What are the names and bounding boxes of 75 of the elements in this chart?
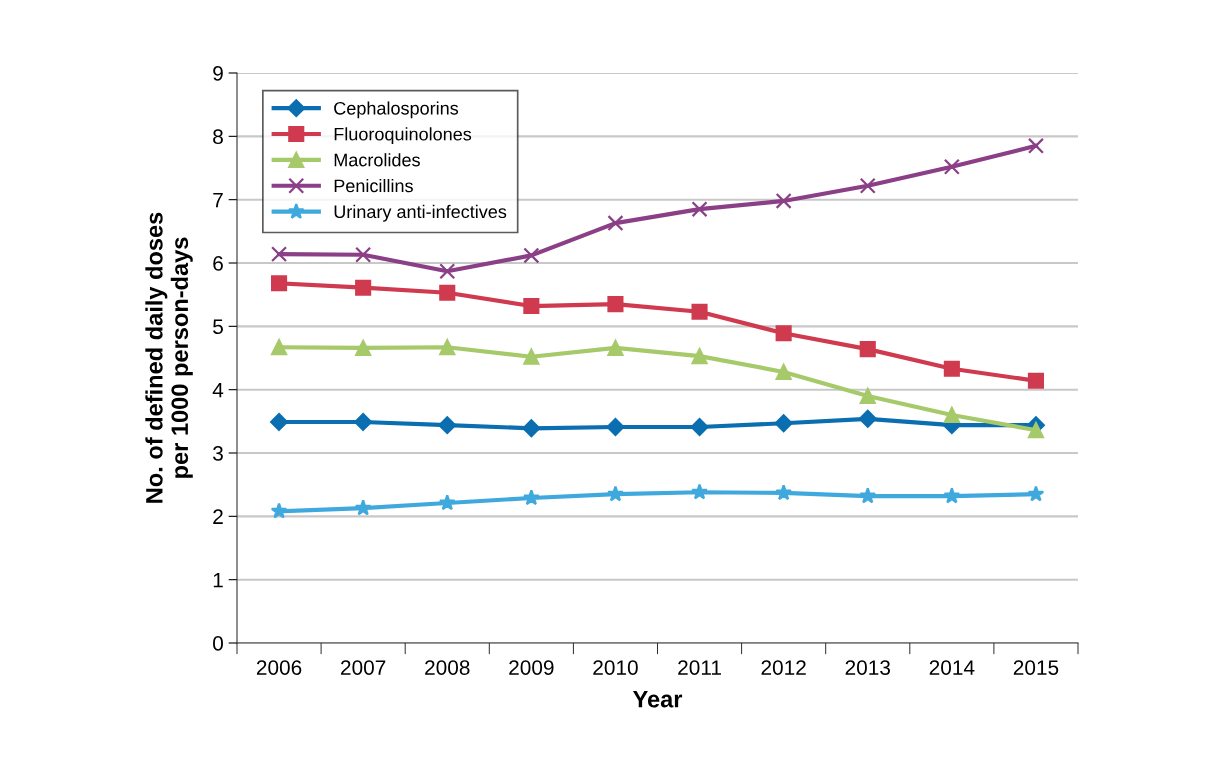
point (1027, 372, 1044, 389)
x-tick-label: 2014 (929, 660, 975, 675)
point (943, 360, 960, 377)
point (859, 177, 876, 194)
point (439, 263, 456, 280)
point (691, 348, 708, 365)
point (607, 339, 624, 356)
point (859, 487, 877, 504)
point (859, 387, 876, 405)
point (439, 339, 456, 356)
x-tick-label: 2015 (1013, 660, 1059, 675)
point (355, 279, 372, 296)
x-axis-title: Year (632, 691, 683, 708)
y-tick-label: 9 (213, 66, 223, 81)
x-tick-label: 2011 (678, 660, 721, 675)
point (691, 483, 708, 500)
point (1027, 485, 1045, 502)
point (943, 487, 961, 504)
point (270, 502, 288, 519)
legend-label: Urinary anti-infectives (334, 204, 507, 222)
y-tick-label: 5 (213, 319, 223, 335)
y-tick-label: 8 (213, 129, 223, 145)
point (354, 499, 372, 516)
legend-label: Fluoroquinolones (334, 127, 472, 145)
point (774, 414, 793, 433)
point (775, 325, 792, 342)
point (439, 284, 456, 301)
point (690, 418, 709, 436)
point (775, 363, 792, 380)
x-tick-label: 2012 (761, 660, 806, 675)
y-tick-label: 4 (212, 382, 224, 398)
point (607, 215, 624, 232)
point (691, 201, 708, 218)
legend-label: Cephalosporins (334, 101, 459, 119)
point (606, 418, 625, 436)
point (438, 416, 457, 435)
point (271, 275, 288, 292)
y-axis-title: No. of defined daily doses per 1000 person-days (145, 212, 193, 503)
point (943, 158, 960, 175)
y-tick-label: 6 (213, 256, 223, 271)
x-tick-label: 2006 (256, 660, 302, 675)
point (775, 192, 792, 209)
point (270, 413, 289, 431)
point (858, 409, 877, 428)
point (523, 247, 540, 264)
y-tick-label: 3 (213, 446, 223, 461)
x-tick-label: 2008 (425, 660, 470, 675)
point (859, 341, 876, 358)
legend-label: Penicillins (334, 178, 413, 193)
point (607, 296, 624, 313)
x-tick-label: 2013 (845, 660, 891, 675)
x-tick-label: 2007 (341, 660, 386, 675)
point (691, 303, 708, 320)
point (523, 298, 540, 315)
point (775, 484, 793, 501)
point (355, 339, 372, 356)
x-tick-label: 2009 (509, 660, 554, 675)
y-tick-label: 7 (213, 192, 223, 208)
point (271, 339, 288, 356)
point (522, 489, 540, 506)
point (943, 406, 960, 424)
point (607, 485, 624, 502)
point (1027, 422, 1044, 439)
point (1027, 137, 1044, 154)
point (522, 419, 541, 438)
y-tick-label: 0 (213, 636, 223, 651)
point (438, 494, 456, 511)
x-tick-label: 2010 (593, 660, 638, 675)
legend-label: Macrolides (334, 153, 420, 167)
y-tick-label: 2 (213, 509, 223, 524)
point (271, 246, 288, 263)
point (355, 246, 372, 263)
point (523, 348, 540, 365)
point (354, 413, 373, 431)
y-tick-label: 1 (213, 572, 223, 588)
